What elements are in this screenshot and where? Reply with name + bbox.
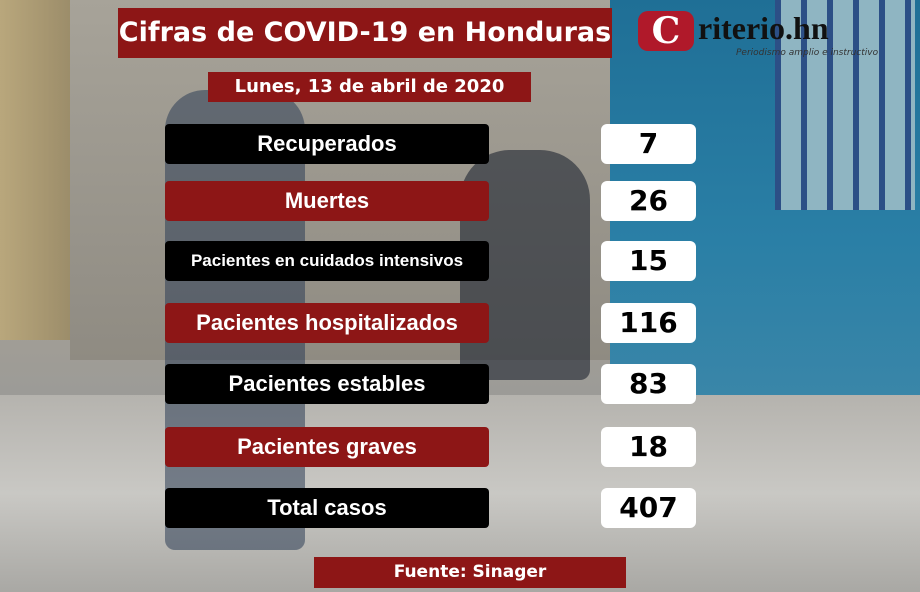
stat-label: Recuperados xyxy=(165,124,489,164)
stat-value: 15 xyxy=(601,241,696,281)
stat-label: Pacientes en cuidados intensivos xyxy=(165,241,489,281)
stat-value: 116 xyxy=(601,303,696,343)
stat-label: Pacientes estables xyxy=(165,364,489,404)
stat-value: 18 xyxy=(601,427,696,467)
stat-label: Pacientes graves xyxy=(165,427,489,467)
stat-value: 26 xyxy=(601,181,696,221)
stat-label: Muertes xyxy=(165,181,489,221)
stat-label: Total casos xyxy=(165,488,489,528)
logo-wordmark: riterio.hn xyxy=(698,10,829,46)
background-photo-door xyxy=(0,0,70,340)
stat-value: 407 xyxy=(601,488,696,528)
stat-label: Pacientes hospitalizados xyxy=(165,303,489,343)
criterio-logo: C riterio.hn Periodismo amplio e instruc… xyxy=(638,8,920,60)
page-title: Cifras de COVID-19 en Honduras xyxy=(118,8,612,58)
logo-tagline: Periodismo amplio e instructivo xyxy=(736,48,879,58)
stat-value: 7 xyxy=(601,124,696,164)
logo-initial: C xyxy=(638,11,694,51)
stat-value: 83 xyxy=(601,364,696,404)
source-label: Fuente: Sinager xyxy=(314,557,626,588)
date-label: Lunes, 13 de abril de 2020 xyxy=(208,72,531,102)
background-photo-window-bars xyxy=(775,0,915,210)
